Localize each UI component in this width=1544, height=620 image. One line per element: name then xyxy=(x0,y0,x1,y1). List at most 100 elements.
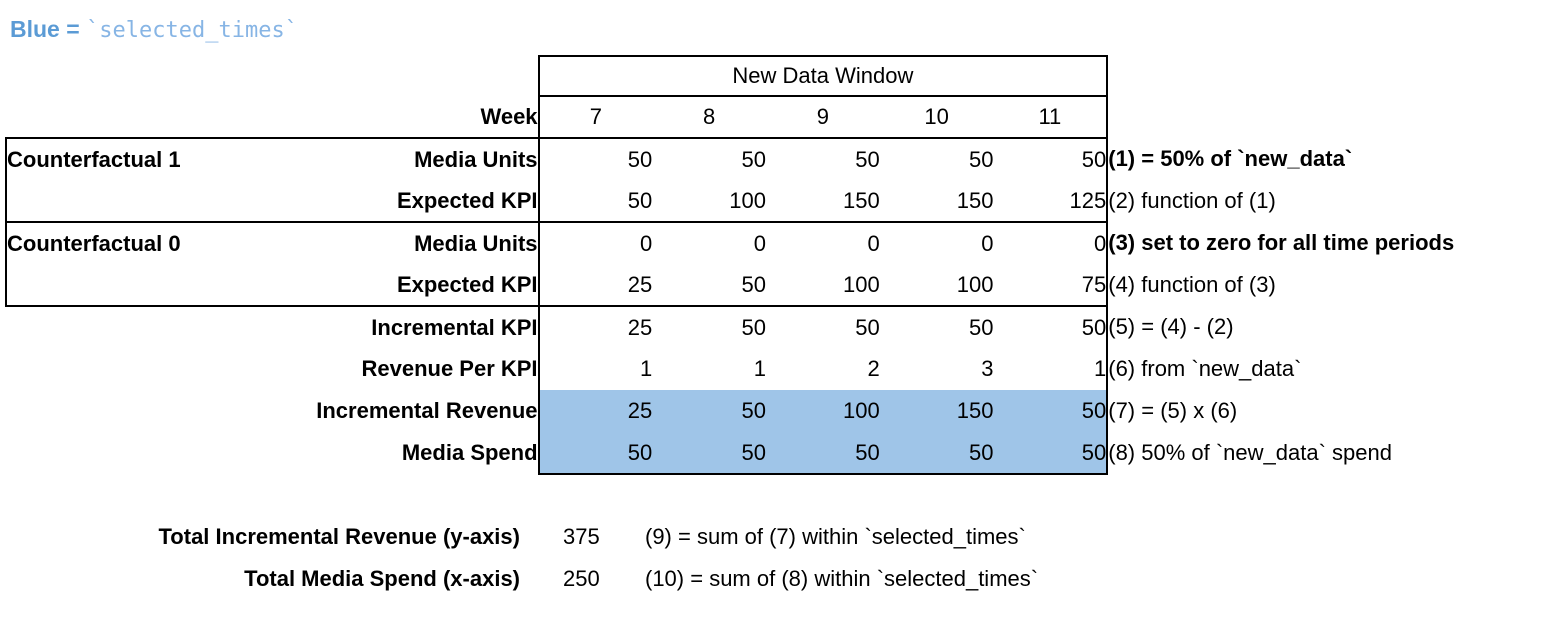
row-note: (1) = 50% of `new_data` xyxy=(1108,146,1353,171)
row-label: Media Units xyxy=(414,230,538,256)
group-label: Counterfactual 1 xyxy=(5,138,256,180)
data-cell: 50 xyxy=(993,306,1109,348)
data-cell: 50 xyxy=(969,146,994,172)
row-label: Revenue Per KPI xyxy=(361,356,538,381)
table-row-cf1-expected-kpi: Expected KPI 50 100 150 150 125 (2) func… xyxy=(5,180,1543,223)
table-row-window-header: New Data Window xyxy=(6,55,1543,97)
week-number: 7 xyxy=(537,96,653,139)
spacer-cell xyxy=(6,56,256,96)
row-note: (4) function of (3) xyxy=(1108,272,1276,297)
spacer-cell xyxy=(1107,56,1543,96)
legend-prefix: Blue = xyxy=(10,16,87,42)
table-row-cf0-media-units: Counterfactual 0 Media Units 0 0 0 0 0 (… xyxy=(5,222,1543,264)
data-cell: 50 xyxy=(741,314,766,340)
data-cell: 2 xyxy=(867,356,880,381)
row-note: (2) function of (1) xyxy=(1108,188,1276,213)
spacer-cell xyxy=(6,96,256,139)
row-note: (3) set to zero for all time periods xyxy=(1108,230,1455,255)
row-note: (7) = (5) x (6) xyxy=(1108,398,1238,423)
group-label xyxy=(6,390,256,432)
data-cell-highlighted: 50 xyxy=(993,390,1109,432)
data-cell: 0 xyxy=(981,230,994,256)
total-media-spend-row: Total Media Spend (x-axis) 250 (10) = su… xyxy=(0,558,1544,600)
row-label: Incremental Revenue xyxy=(316,398,538,423)
data-cell: 50 xyxy=(537,180,653,223)
table-row-incremental-kpi: Incremental KPI 25 50 50 50 50 (5) = (4)… xyxy=(6,306,1543,348)
data-cell-highlighted: 50 xyxy=(652,390,766,432)
total-incremental-revenue-row: Total Incremental Revenue (y-axis) 375 (… xyxy=(0,516,1544,558)
new-data-window-header: New Data Window xyxy=(537,55,1109,97)
spacer-cell xyxy=(256,56,539,96)
week-number: 9 xyxy=(766,96,880,139)
data-cell-highlighted: 50 xyxy=(652,432,766,475)
data-cell: 3 xyxy=(981,356,994,381)
data-cell: 50 xyxy=(537,138,653,180)
row-label: Media Spend xyxy=(401,440,538,465)
data-cell: 125 xyxy=(993,180,1109,223)
total-label: Total Incremental Revenue (y-axis) xyxy=(158,524,521,549)
data-cell: 150 xyxy=(879,180,994,223)
data-cell: 50 xyxy=(741,146,766,172)
data-cell: 100 xyxy=(879,264,994,307)
data-cell-highlighted: 50 xyxy=(993,432,1109,475)
week-header-label: Week xyxy=(255,96,539,139)
table-row-incremental-revenue: Incremental Revenue 25 50 100 150 50 (7)… xyxy=(6,390,1543,432)
data-cell: 50 xyxy=(993,138,1109,180)
group-label xyxy=(6,348,256,390)
counterfactual-table: New Data Window Week 7 8 9 10 11 Counter… xyxy=(5,55,1544,475)
spacer-cell xyxy=(1107,96,1543,138)
total-value: 375 xyxy=(563,524,600,549)
total-note: (9) = sum of (7) within `selected_times` xyxy=(645,524,1026,549)
total-note: (10) = sum of (8) within `selected_times… xyxy=(645,566,1039,591)
group-label: Counterfactual 0 xyxy=(5,222,256,264)
data-cell: 1 xyxy=(753,356,766,381)
group-label xyxy=(5,180,256,223)
total-label: Total Media Spend (x-axis) xyxy=(244,566,520,591)
data-cell: 0 xyxy=(537,222,653,264)
row-label: Expected KPI xyxy=(255,180,539,223)
data-cell: 0 xyxy=(867,230,880,256)
row-note: (5) = (4) - (2) xyxy=(1108,314,1234,339)
data-cell-highlighted: 25 xyxy=(537,390,653,432)
data-cell: 75 xyxy=(993,264,1109,307)
legend-note: Blue = `selected_times` xyxy=(10,16,298,43)
table-row-weeks: Week 7 8 9 10 11 xyxy=(6,96,1543,139)
data-cell: 150 xyxy=(766,180,880,223)
data-cell: 100 xyxy=(766,264,880,307)
table-row-media-spend: Media Spend 50 50 50 50 50 (8) 50% of `n… xyxy=(6,432,1543,475)
data-cell-highlighted: 150 xyxy=(879,390,994,432)
totals-summary: Total Incremental Revenue (y-axis) 375 (… xyxy=(0,516,1544,600)
data-cell: 100 xyxy=(652,180,766,223)
data-cell: 1 xyxy=(537,348,653,390)
total-value: 250 xyxy=(563,566,600,591)
data-cell: 50 xyxy=(855,314,880,340)
row-label: Media Units xyxy=(414,146,538,172)
data-cell-highlighted: 100 xyxy=(766,390,880,432)
row-label: Expected KPI xyxy=(255,264,539,307)
data-cell: 0 xyxy=(993,222,1109,264)
data-cell: 25 xyxy=(537,306,653,348)
data-cell: 0 xyxy=(753,230,766,256)
week-number: 10 xyxy=(879,96,994,139)
week-number: 8 xyxy=(652,96,766,139)
group-label xyxy=(6,306,256,348)
row-note: (6) from `new_data` xyxy=(1108,356,1302,381)
group-label xyxy=(5,264,256,307)
data-cell-highlighted: 50 xyxy=(879,432,994,475)
row-note: (8) 50% of `new_data` spend xyxy=(1108,440,1392,465)
data-cell-highlighted: 50 xyxy=(766,432,880,475)
data-cell: 25 xyxy=(537,264,653,307)
row-label: Incremental KPI xyxy=(371,314,538,340)
data-cell: 50 xyxy=(855,146,880,172)
table-row-cf0-expected-kpi: Expected KPI 25 50 100 100 75 (4) functi… xyxy=(5,264,1543,307)
legend-code-selected-times: `selected_times` xyxy=(86,18,298,43)
table-row-revenue-per-kpi: Revenue Per KPI 1 1 2 3 1 (6) from `new_… xyxy=(6,348,1543,390)
group-label xyxy=(6,432,256,474)
data-cell: 50 xyxy=(969,314,994,340)
data-cell: 1 xyxy=(993,348,1109,390)
table-row-cf1-media-units: Counterfactual 1 Media Units 50 50 50 50… xyxy=(5,138,1543,180)
data-cell: 50 xyxy=(652,264,766,307)
week-number: 11 xyxy=(993,96,1109,139)
data-cell-highlighted: 50 xyxy=(537,432,653,475)
